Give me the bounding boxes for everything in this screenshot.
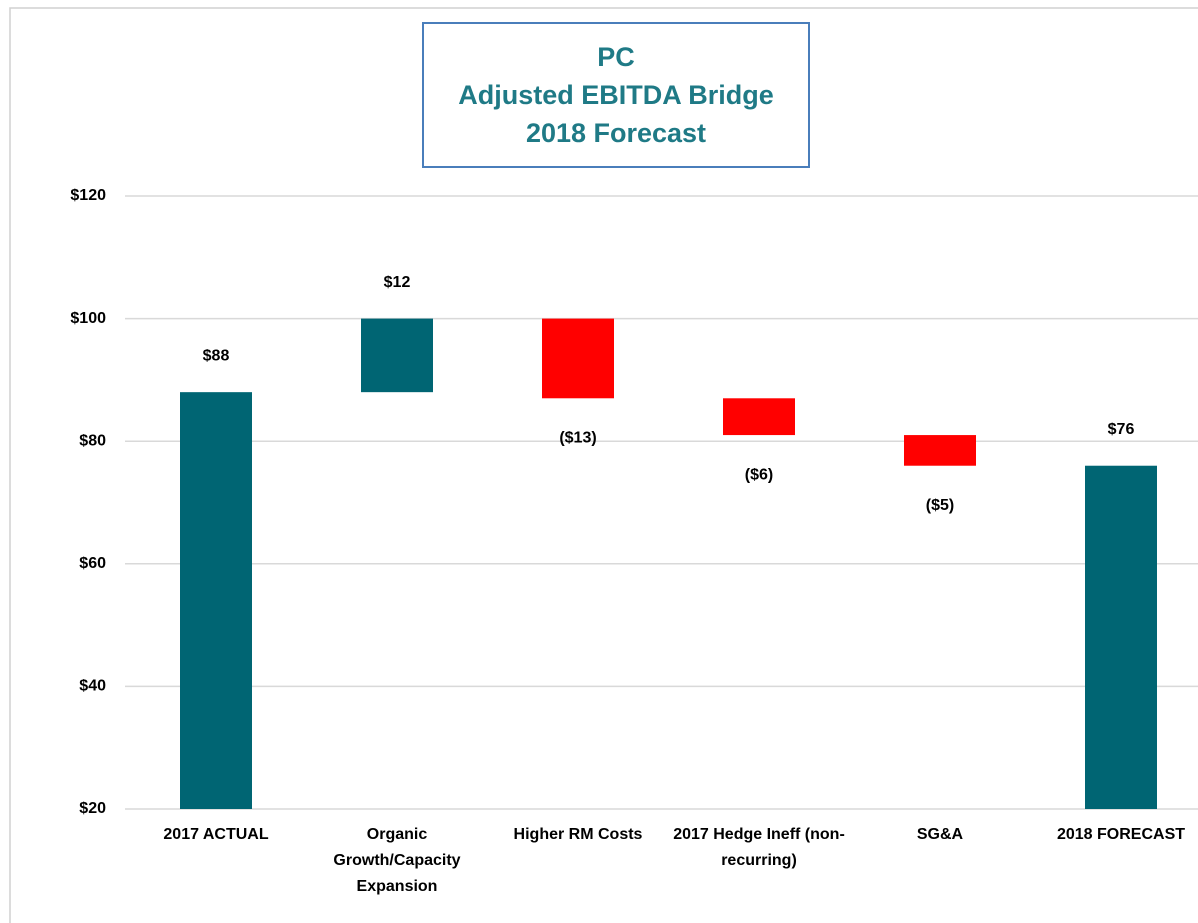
bar <box>723 398 795 436</box>
y-tick-label: $20 <box>79 800 106 817</box>
chart-title: PC <box>597 42 635 72</box>
chart-title: 2018 Forecast <box>525 118 707 148</box>
chart-title: Adjusted EBITDA Bridge <box>458 80 774 110</box>
y-tick-label: $40 <box>79 678 106 695</box>
value-label: $88 <box>203 347 230 364</box>
bar <box>904 435 976 466</box>
y-tick-label: $100 <box>70 310 106 327</box>
y-tick-label: $60 <box>79 555 106 572</box>
title-box: PC Adjusted EBITDA Bridge 2018 Forecast <box>422 22 810 168</box>
bar <box>180 392 252 809</box>
value-label: $12 <box>384 274 411 291</box>
x-tick-label: 2017 ACTUAL <box>163 826 269 843</box>
value-label: ($6) <box>745 466 773 483</box>
y-tick-label: $120 <box>70 187 106 204</box>
frame <box>9 7 1198 923</box>
bar <box>1085 465 1157 809</box>
value-label: ($5) <box>926 497 954 514</box>
x-tick-label: SG&A <box>916 826 964 843</box>
x-tick-label: 2018 FORECAST <box>1056 826 1186 843</box>
value-label: ($13) <box>559 430 596 447</box>
y-tick-label: $80 <box>79 432 106 449</box>
bar <box>361 318 433 393</box>
value-label: $76 <box>1108 421 1135 438</box>
x-tick-label: Higher RM Costs <box>513 826 643 843</box>
x-tick-label: 2017 Hedge Ineff (non-recurring) <box>673 826 845 869</box>
x-tick-label: Organic Growth/Capacity Expansion <box>333 826 461 895</box>
bar <box>542 318 614 399</box>
